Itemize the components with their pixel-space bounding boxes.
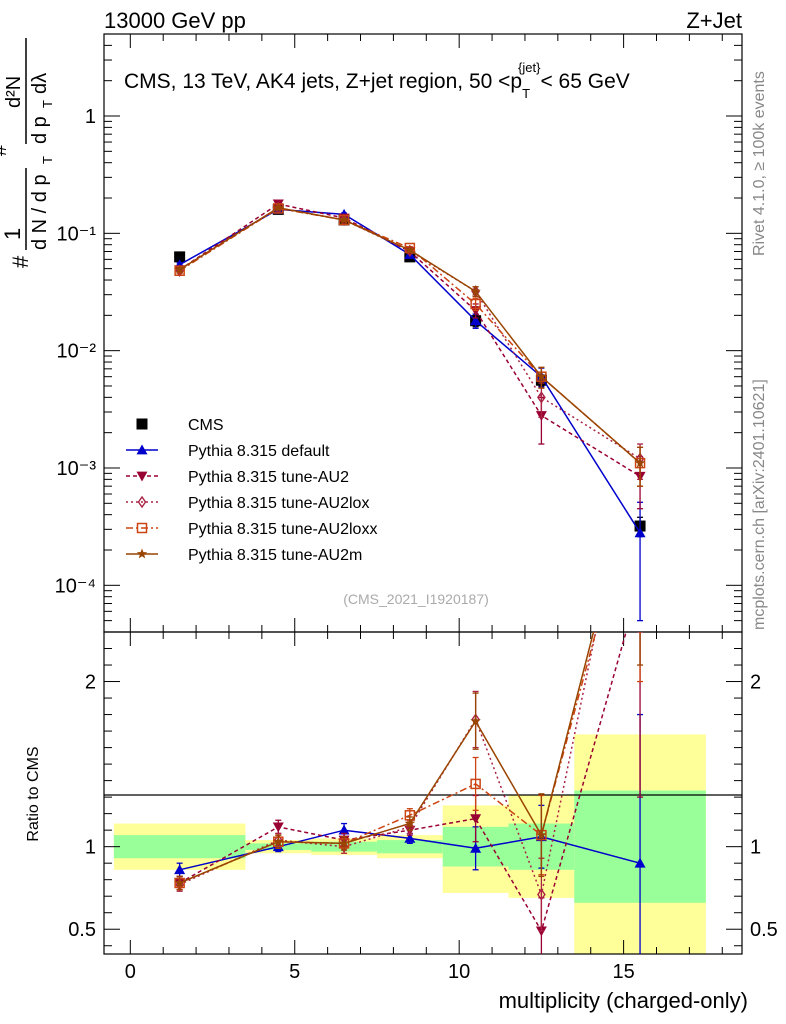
ratio-point-5-1 <box>273 836 284 847</box>
ratio-point-1-6 <box>634 857 646 868</box>
main-point-1-4 <box>470 315 482 326</box>
ratio-y-tick-label-left-0.5: 0.5 <box>68 919 96 941</box>
process-label: Z+Jet <box>686 8 742 33</box>
legend-label-1: Pythia 8.315 default <box>188 443 330 460</box>
y-tick-label-e1: 10⁻¹ <box>57 223 97 245</box>
x-tick-label-15: 15 <box>612 961 634 983</box>
ratio-point-5-3 <box>404 818 416 828</box>
svg-text:T: T <box>40 100 55 108</box>
ratio-y-tick-label-left-2: 2 <box>85 672 96 694</box>
y-tick-label-1: 1 <box>85 106 96 128</box>
ratio-point-5-0 <box>174 877 185 888</box>
svg-text:T: T <box>40 156 55 164</box>
main-point-1-6 <box>634 527 646 538</box>
ratio-point-5-5 <box>536 829 547 840</box>
ratio-point-1-4 <box>470 842 482 853</box>
title-sup-jet: {jet} <box>518 60 541 75</box>
ratio-series-4 <box>174 632 644 891</box>
legend-label-2: Pythia 8.315 tune-AU2 <box>188 469 349 486</box>
ratio-y-tick-label-left-1: 1 <box>85 837 96 859</box>
main-point-5-3 <box>404 244 416 255</box>
svg-text:d p: d p <box>29 116 51 144</box>
legend-marker-5 <box>136 548 148 559</box>
legend-marker-4 <box>136 522 148 534</box>
main-series-5 <box>174 202 646 487</box>
axis-tick-labels: 0 5 10 15 10⁻⁴ 10⁻³ 10⁻² 10⁻¹ 1 0.5 0.5 1 1 2 2 <box>55 106 778 983</box>
band-green-3 <box>376 840 443 854</box>
main-point-5-5 <box>536 371 547 382</box>
y-tick-label-e4: 10⁻⁴ <box>55 575 96 597</box>
x-axis-label: multiplicity (charged-only) <box>499 988 748 1013</box>
ratio-point-1-0 <box>174 864 186 875</box>
ratio-y-tick-label-right-0.5: 0.5 <box>750 919 778 941</box>
energy-label: 13000 GeV pp <box>104 8 246 33</box>
main-frame <box>103 33 743 633</box>
rivet-version-label: Rivet 4.1.0, ≥ 100k events <box>751 71 768 256</box>
ratio-y-tick-label-right-1: 1 <box>750 837 761 859</box>
ratio-point-5-4 <box>470 715 481 726</box>
main-point-5-2 <box>338 214 350 225</box>
legend-marker-3 <box>137 495 147 509</box>
ratio-bands <box>113 734 706 954</box>
legend: CMS Pythia 8.315 default Pythia 8.315 tune… <box>126 417 377 564</box>
main-title: CMS, 13 TeV, AK4 jets, Z+jet region, 50 … <box>124 60 630 101</box>
y-tick-label-e3: 10⁻³ <box>57 458 97 480</box>
legend-label-0: CMS <box>188 417 224 434</box>
ratio-ylabel: Ratio to CMS <box>25 746 42 841</box>
ratio-point-4-4 <box>470 778 481 790</box>
legend-label-5: Pythia 8.315 tune-AU2m <box>188 547 362 564</box>
main-ylabel: # 1 d N / d p T # d²N d p T dλ <box>0 38 55 268</box>
main-point-5-0 <box>174 264 185 275</box>
svg-text:dλ: dλ <box>29 73 51 94</box>
ratio-point-2-4 <box>470 814 482 825</box>
main-point-5-4 <box>470 285 481 296</box>
svg-text:#: # <box>8 255 33 268</box>
main-series <box>174 199 646 622</box>
main-point-5-6 <box>634 457 646 468</box>
analysis-watermark: (CMS_2021_I1920187) <box>343 591 489 607</box>
ratio-y-tick-label-right-2: 2 <box>750 672 761 694</box>
main-point-4-4 <box>470 298 481 310</box>
main-point-5-1 <box>273 202 284 213</box>
svg-text:1: 1 <box>0 228 25 240</box>
legend-marker-1 <box>136 444 148 455</box>
ratio-point-2-1 <box>272 822 284 833</box>
ratio-point-5-2 <box>338 837 350 848</box>
ratio-frame <box>103 631 743 955</box>
band-green-0 <box>113 835 246 859</box>
axis-ticks <box>104 33 742 954</box>
svg-text:d N / d p: d N / d p <box>29 174 51 250</box>
legend-marker-2 <box>136 471 148 482</box>
svg-text:#: # <box>0 144 11 156</box>
ratio-point-3-6 <box>637 412 644 422</box>
x-tick-label-5: 5 <box>289 961 300 983</box>
legend-label-4: Pythia 8.315 tune-AU2loxx <box>188 521 377 538</box>
x-tick-label-0: 0 <box>125 961 136 983</box>
svg-text:d²N: d²N <box>3 76 25 108</box>
main-point-3-5 <box>537 391 546 404</box>
ratio-point-1-2 <box>338 824 350 835</box>
legend-marker-0 <box>136 418 148 430</box>
mcplots-label: mcplots.cern.ch [arXiv:2401.10621] <box>751 379 768 630</box>
legend-label-3: Pythia 8.315 tune-AU2lox <box>188 495 369 512</box>
main-point-0-0 <box>174 251 186 263</box>
title-sub-T: T <box>522 86 530 101</box>
ratio-point-3-5 <box>537 888 546 901</box>
y-tick-label-e2: 10⁻² <box>57 341 97 363</box>
main-series-3 <box>175 201 645 481</box>
title-end: < 65 GeV <box>540 70 629 93</box>
ratio-series-5 <box>174 632 644 891</box>
ratio-series <box>174 412 646 954</box>
x-tick-label-10: 10 <box>448 961 470 983</box>
ratio-point-1-3 <box>404 832 416 843</box>
